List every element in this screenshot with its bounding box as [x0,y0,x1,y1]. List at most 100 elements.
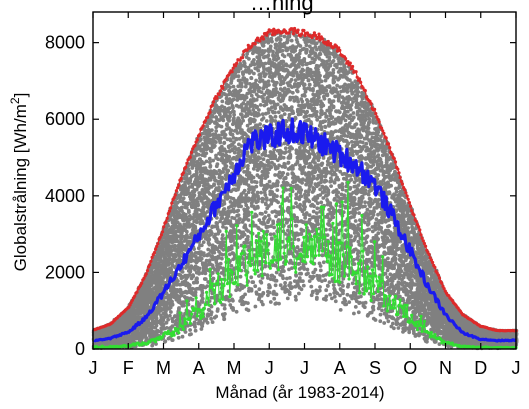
scatter-point [199,137,203,142]
scatter-point [266,213,271,218]
scatter-point [186,221,191,225]
scatter-point [265,198,269,202]
scatter-point [239,81,244,86]
scatter-point [266,220,270,225]
scatter-point [253,153,258,157]
scatter-point [211,158,216,163]
scatter-point [261,197,266,202]
scatter-point [208,177,213,182]
scatter-point [195,280,200,284]
scatter-point [209,316,214,321]
scatter-point [224,177,228,182]
scatter-point [243,84,248,89]
scatter-point [275,102,280,107]
scatter-point [266,110,271,115]
scatter-point [199,243,204,248]
scatter-point [282,34,287,39]
scatter-point [278,37,283,42]
scatter-point [214,314,219,319]
scatter-point [222,199,226,204]
scatter-point [203,271,208,276]
scatter-point [177,254,182,258]
scatter-point [267,83,271,87]
scatter-point [205,313,210,318]
scatter-point [220,99,225,104]
scatter-point [170,319,175,324]
scatter-point [216,157,221,162]
scatter-point [204,151,209,156]
scatter-point [247,57,251,61]
scatter-point [268,300,273,304]
scatter-point [266,171,270,175]
scatter-point [256,150,261,155]
scatter-point [263,49,267,53]
scatter-point [255,104,260,109]
scatter-point [272,296,277,301]
scatter-point [215,307,220,312]
scatter-point [214,129,219,133]
scatter-point [212,143,217,148]
scatter-point [257,287,262,292]
scatter-point [184,229,189,234]
scatter-point [188,269,193,274]
scatter-point [197,266,202,271]
scatter-point [171,284,176,288]
scatter-point [226,168,231,173]
scatter-point [239,204,244,209]
scatter-point [209,231,214,236]
scatter-point [249,76,254,81]
scatter-point [219,124,224,129]
scatter-point [192,157,197,161]
scatter-point [259,280,264,285]
scatter-point [173,243,177,248]
scatter-point [187,210,191,215]
scatter-point [282,54,287,59]
scatter-point [244,80,249,85]
scatter-point [231,306,235,310]
scatter-point [251,280,256,285]
scatter-point [193,290,198,295]
scatter-point [214,164,219,169]
scatter-point [187,283,192,288]
scatter-point [281,276,285,281]
scatter-point [261,157,266,162]
scatter-point [283,175,288,180]
scatter-point [275,80,279,85]
scatter-point [223,312,227,316]
scatter-point [222,140,227,145]
scatter-point [273,154,278,159]
scatter-point [242,188,247,193]
scatter-point [261,96,265,101]
scatter-point [224,164,229,169]
scatter-point [220,216,225,220]
scatter-point [246,301,250,305]
scatter-point [281,171,286,175]
scatter-point [208,118,213,123]
scatter-point [193,328,198,333]
scatter-point [236,208,241,213]
scatter-point [188,328,193,332]
scatter-point [243,292,248,297]
scatter-point [228,85,232,90]
scatter-point [237,220,241,225]
scatter-point [204,159,209,164]
scatter-point [223,153,228,158]
scatter-point [208,160,212,165]
scatter-point [246,234,250,239]
scatter-point [166,317,171,322]
scatter-point [220,236,225,241]
scatter-point [222,306,227,311]
scatter-point [254,184,259,189]
scatter-point [282,162,287,167]
scatter-point [195,170,199,175]
scatter-point [282,112,287,116]
scatter-point [238,88,243,93]
scatter-point [180,334,185,339]
scatter-point [254,98,259,102]
scatter-point [192,193,197,198]
scatter-point [243,223,248,228]
scatter-point [169,267,174,272]
scatter-point [232,109,236,114]
scatter-point [154,323,159,328]
